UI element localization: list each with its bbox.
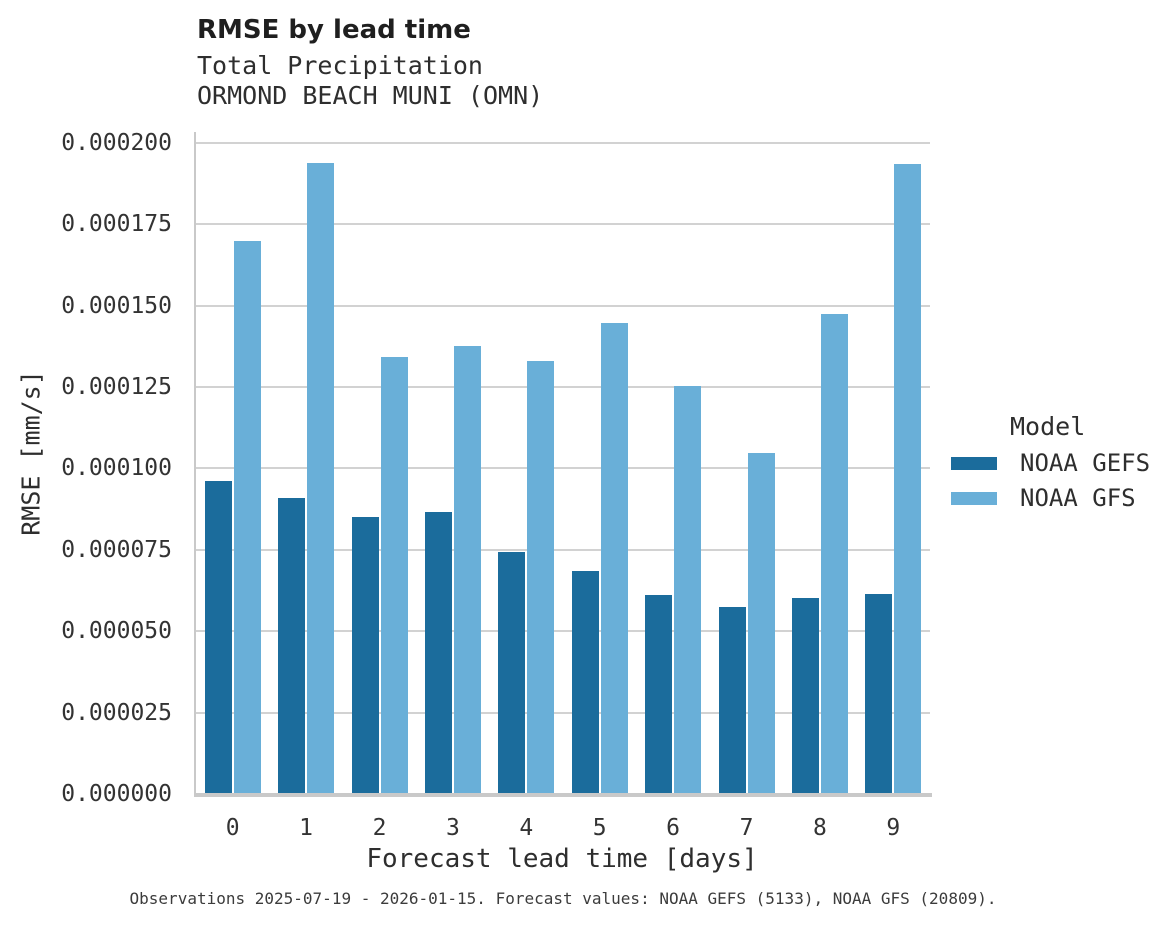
bar-noaa-gefs-day9 [865, 593, 893, 794]
y-tick-label: 0.000150 [61, 292, 172, 319]
bar-noaa-gfs-day6 [674, 385, 702, 794]
gridline-y-0.000025 [196, 711, 930, 714]
bar-noaa-gfs-day5 [600, 322, 628, 794]
chart-subtitle-station: ORMOND BEACH MUNI (OMN) [197, 81, 544, 110]
legend-entry-noaa-gefs: NOAA GEFS [951, 448, 1150, 478]
x-tick-label-4: 4 [519, 815, 534, 841]
bar-noaa-gefs-day6 [645, 595, 673, 794]
gridline-y-0.000125 [196, 386, 930, 389]
bar-noaa-gfs-day2 [380, 357, 408, 794]
legend-label-noaa-gefs: NOAA GEFS [1020, 449, 1151, 477]
gridline-y-0.00015 [196, 304, 930, 307]
bar-noaa-gefs-day4 [498, 551, 526, 794]
x-tick-label-7: 7 [739, 815, 754, 841]
y-tick-label: 0.000125 [61, 374, 172, 401]
bar-noaa-gefs-day3 [424, 511, 452, 794]
y-tick-label: 0.000100 [61, 455, 172, 482]
bar-noaa-gefs-day7 [718, 607, 746, 794]
x-tick-label-2: 2 [372, 815, 387, 841]
y-tick-label: 0.000025 [61, 699, 172, 726]
legend-entry-noaa-gfs: NOAA GFS [951, 483, 1136, 513]
bar-noaa-gfs-day0 [233, 241, 261, 794]
y-tick-label: 0.000175 [61, 211, 172, 238]
x-tick-label-3: 3 [445, 815, 460, 841]
bar-noaa-gefs-day2 [351, 517, 379, 794]
chart-title: RMSE by lead time [197, 15, 471, 45]
x-tick-label-9: 9 [886, 815, 901, 841]
chart-subtitle-variable: Total Precipitation [197, 51, 483, 80]
bar-noaa-gfs-day1 [307, 163, 335, 794]
bar-noaa-gefs-day5 [571, 570, 599, 794]
legend-swatch-noaa-gefs [951, 456, 997, 470]
y-tick-label: 0.000000 [61, 781, 172, 807]
gridline-y-0.000175 [196, 223, 930, 226]
legend-title: Model [1010, 412, 1086, 441]
x-tick-label-1: 1 [299, 815, 314, 841]
legend-swatch-noaa-gfs [951, 491, 997, 505]
bar-noaa-gfs-day3 [453, 345, 481, 794]
legend-label-noaa-gfs: NOAA GFS [1020, 484, 1136, 512]
x-tick-label-5: 5 [592, 815, 607, 841]
x-axis-label: Forecast lead time [days] [366, 844, 758, 874]
gridline-y-0.00005 [196, 630, 930, 633]
caption: Observations 2025-07-19 - 2026-01-15. Fo… [129, 889, 997, 908]
gridline-y-0.0002 [196, 141, 930, 144]
bar-noaa-gfs-day4 [527, 360, 555, 794]
x-tick-label-8: 8 [812, 815, 827, 841]
bar-noaa-gefs-day1 [278, 498, 306, 794]
x-axis-spine [194, 793, 932, 797]
y-axis-spine [194, 132, 196, 797]
bar-noaa-gfs-day8 [820, 314, 848, 794]
x-tick-label-6: 6 [666, 815, 681, 841]
bar-noaa-gfs-day9 [894, 164, 922, 794]
gridline-y-0.0001 [196, 467, 930, 470]
bar-noaa-gefs-day8 [791, 598, 819, 794]
x-tick-label-0: 0 [225, 815, 240, 841]
y-tick-label: 0.000050 [61, 618, 172, 645]
y-tick-label: 0.000200 [61, 129, 172, 156]
bar-noaa-gfs-day7 [747, 452, 775, 794]
y-tick-label: 0.000075 [61, 536, 172, 563]
plot-area [196, 132, 930, 794]
gridline-y-0.000075 [196, 548, 930, 551]
bar-noaa-gefs-day0 [204, 480, 232, 794]
